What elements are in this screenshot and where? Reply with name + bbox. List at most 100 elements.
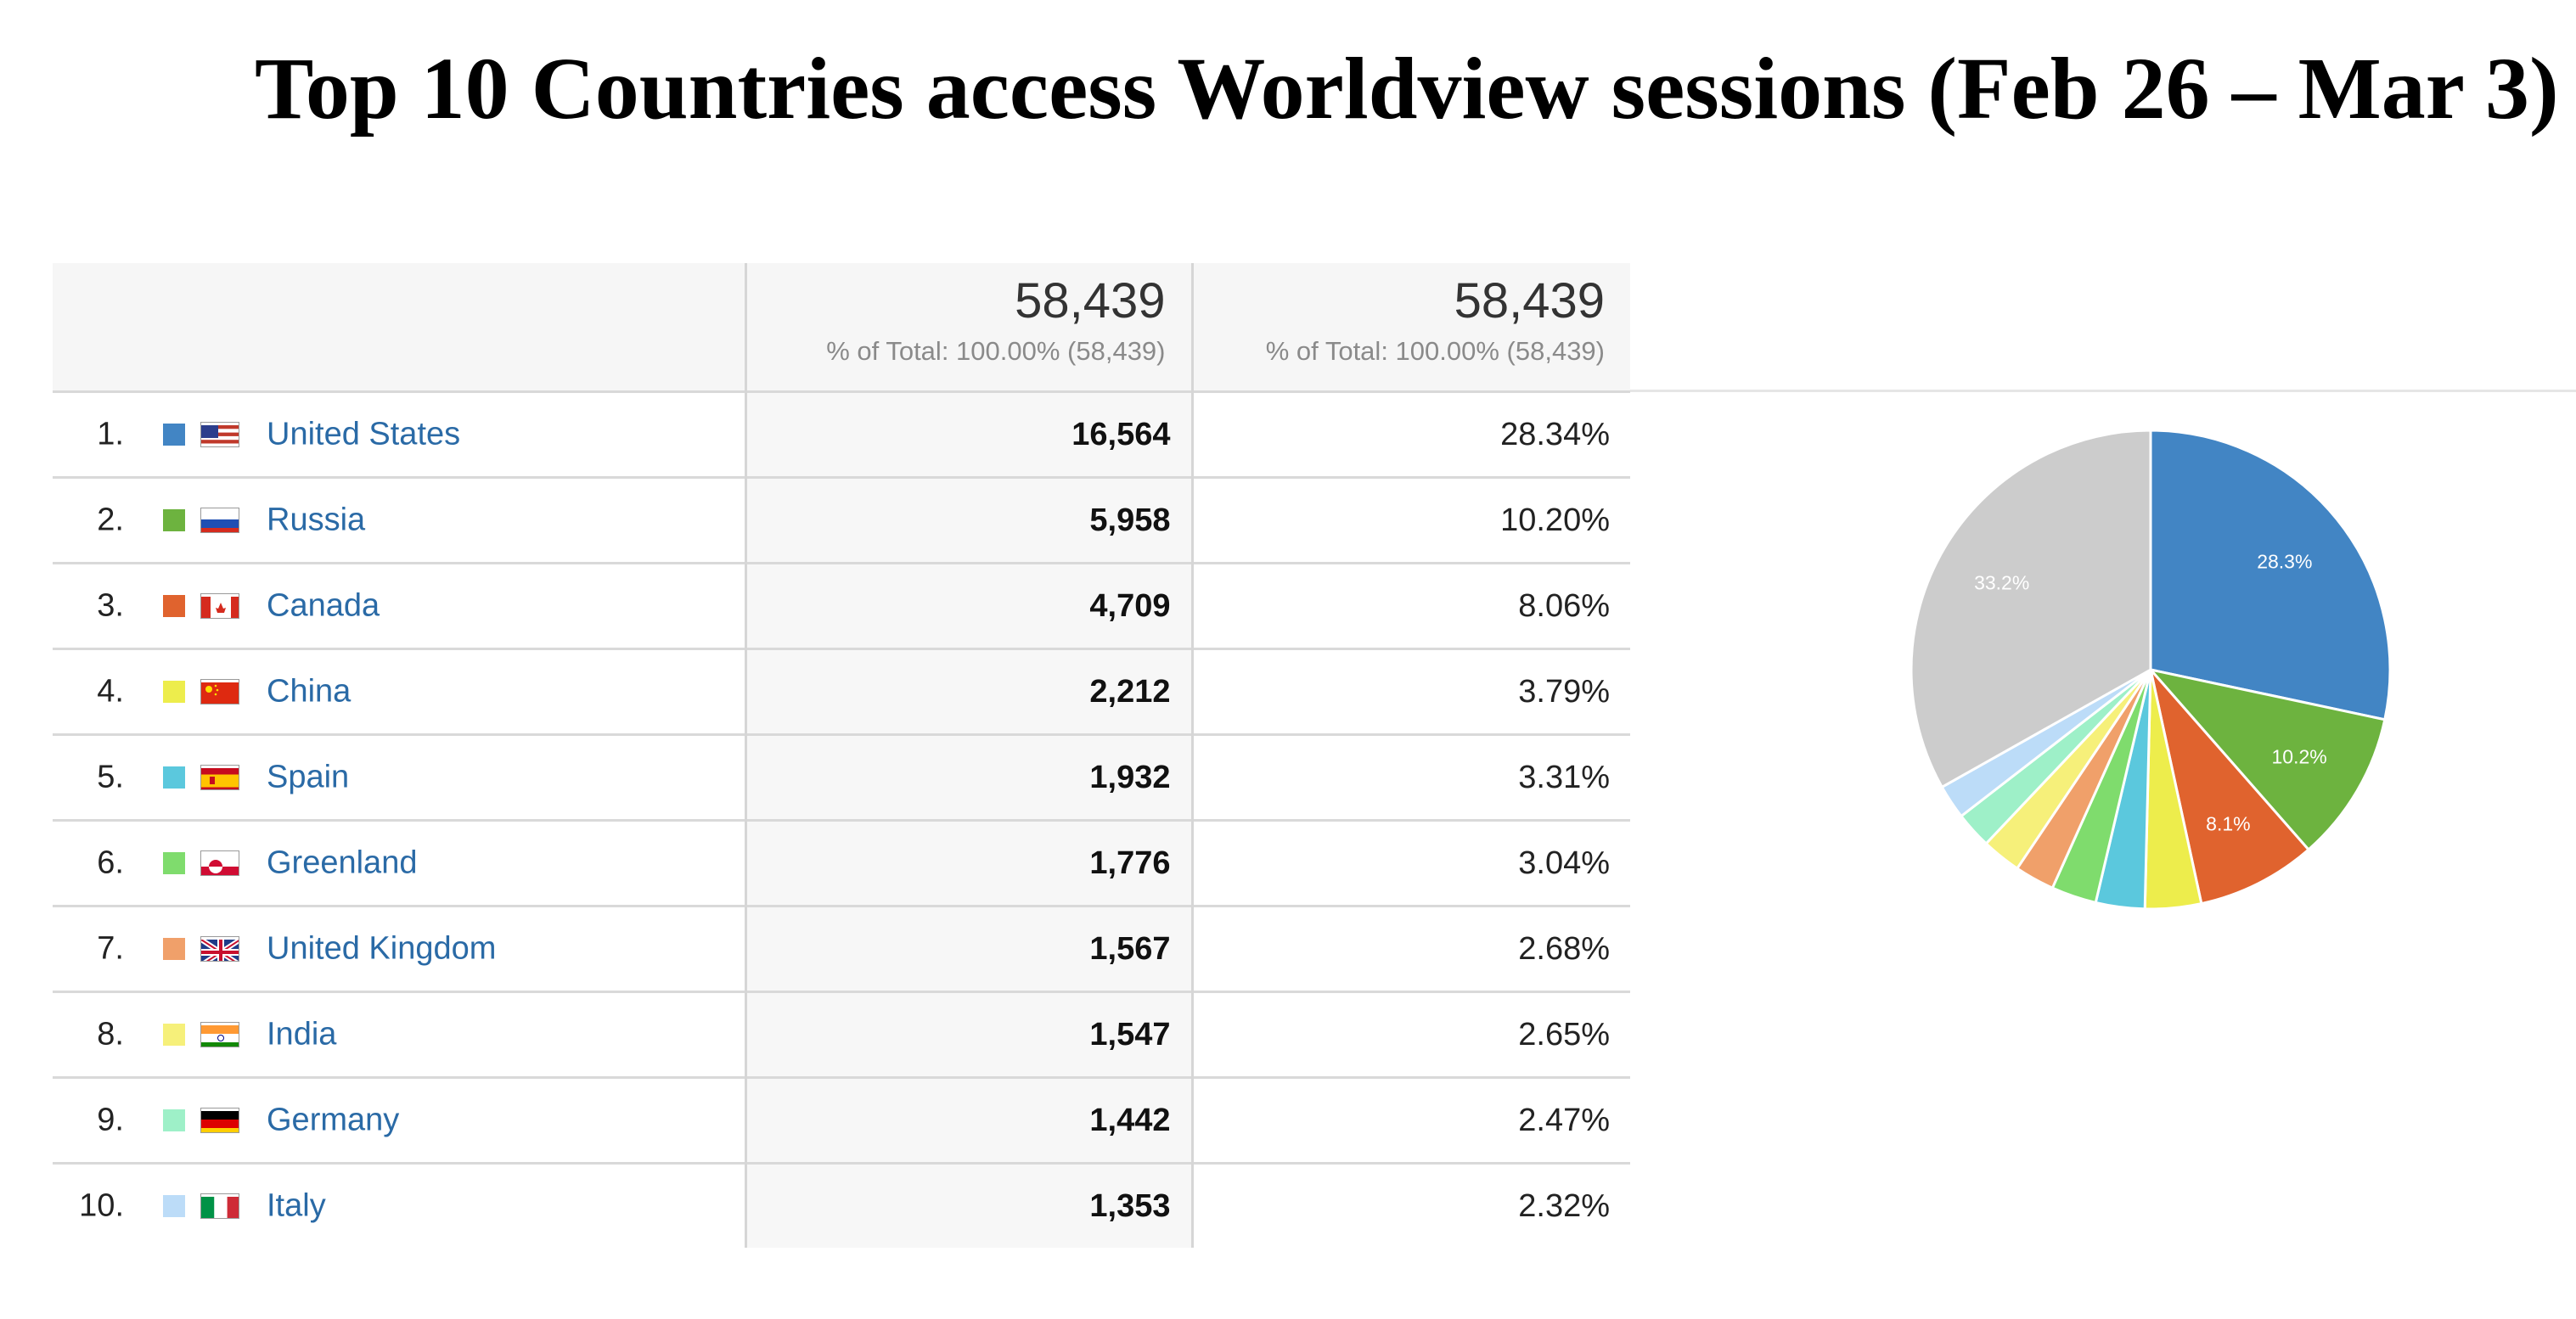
dimension-cell: 5. Spain [53, 733, 745, 821]
table-row: 3. Canada 4,709 8.06% [53, 562, 1630, 649]
table-row: 1. United States 16,564 28.34% [53, 390, 1630, 478]
percent-cell: 2.32% [1190, 1162, 1630, 1248]
dimension-cell: 10. Italy [53, 1162, 745, 1248]
country-link[interactable]: United States [267, 416, 461, 452]
sessions-cell: 4,709 [744, 562, 1192, 649]
sessions-cell: 1,353 [744, 1162, 1192, 1248]
sessions-cell: 1,932 [744, 733, 1192, 821]
country-link[interactable]: Canada [267, 587, 380, 624]
percent-cell: 3.04% [1190, 819, 1630, 906]
country-link[interactable]: United Kingdom [267, 930, 497, 967]
row-rank: 10. [79, 1187, 124, 1224]
country-link[interactable]: Italy [267, 1187, 326, 1224]
sessions-total: 58,439 [1015, 273, 1166, 328]
percent-cell: 3.31% [1190, 733, 1630, 821]
table-row: 6. Greenland 1,776 3.04% [53, 819, 1630, 906]
legend-swatch [163, 852, 185, 874]
sessions-cell: 5,958 [744, 476, 1192, 564]
header-divider-line [1630, 390, 2576, 392]
table-row: 10. Italy 1,353 2.32% [53, 1162, 1630, 1248]
greenland-flag-icon [200, 850, 239, 876]
dimension-cell: 6. Greenland [53, 819, 745, 906]
dimension-cell: 1. United States [53, 390, 745, 478]
percent-total-sub: % of Total: 100.00% (58,439) [1265, 335, 1605, 366]
pie-slice-canada [2148, 665, 2311, 906]
page-title: Top 10 Countries access Worldview sessio… [255, 40, 2559, 138]
table-header-row: 58,439 % of Total: 100.00% (58,439) 58,4… [53, 263, 1630, 392]
percent-header: 58,439 % of Total: 100.00% (58,439) [1190, 263, 1630, 392]
row-rank: 8. [97, 1016, 124, 1052]
legend-swatch [163, 938, 185, 960]
legend-swatch [163, 509, 185, 531]
legend-swatch [163, 1024, 185, 1046]
sessions-cell: 1,776 [744, 819, 1192, 906]
sessions-header: 58,439 % of Total: 100.00% (58,439) [744, 263, 1192, 392]
germany-flag-icon [200, 1108, 239, 1133]
legend-swatch [163, 1195, 185, 1217]
canada-flag-icon [200, 593, 239, 619]
table-row: 7. United Kingdom 1,567 2.68% [53, 905, 1630, 992]
pie-slice-russia [2146, 667, 2387, 852]
percent-cell: 10.20% [1190, 476, 1630, 564]
dimension-cell: 7. United Kingdom [53, 905, 745, 992]
pie-slice-label: 28.3% [2257, 550, 2312, 572]
dimension-cell: 2. Russia [53, 476, 745, 564]
percent-cell: 3.79% [1190, 648, 1630, 735]
pie-chart: 28.3% 10.2% 8.1% 33.2% [1910, 429, 2392, 911]
country-link[interactable]: Germany [267, 1102, 400, 1138]
percent-cell: 8.06% [1190, 562, 1630, 649]
pie-slice-label: 33.2% [1974, 572, 2029, 594]
legend-swatch [163, 766, 185, 789]
row-rank: 1. [97, 416, 124, 452]
country-link[interactable]: China [267, 673, 352, 710]
dimension-cell: 8. India [53, 991, 745, 1078]
percent-cell: 28.34% [1190, 390, 1630, 478]
country-link[interactable]: Russia [267, 502, 366, 538]
table-row: 9. Germany 1,442 2.47% [53, 1076, 1630, 1164]
country-link[interactable]: India [267, 1016, 337, 1052]
sessions-cell: 1,442 [744, 1076, 1192, 1164]
sessions-total-sub: % of Total: 100.00% (58,439) [826, 335, 1166, 366]
uk-flag-icon [200, 936, 239, 962]
pie-slice-united-states [2149, 429, 2392, 721]
table-row: 5. Spain 1,932 3.31% [53, 733, 1630, 821]
dimension-cell: 4. China [53, 648, 745, 735]
india-flag-icon [200, 1022, 239, 1047]
row-rank: 9. [97, 1102, 124, 1138]
legend-swatch [163, 1109, 185, 1131]
row-rank: 2. [97, 502, 124, 538]
sessions-cell: 2,212 [744, 648, 1192, 735]
dimension-header [53, 263, 745, 392]
row-rank: 4. [97, 673, 124, 710]
country-link[interactable]: Greenland [267, 845, 418, 881]
spain-flag-icon [200, 765, 239, 790]
percent-cell: 2.65% [1190, 991, 1630, 1078]
row-rank: 6. [97, 845, 124, 881]
row-rank: 7. [97, 930, 124, 967]
sessions-cell: 16,564 [744, 390, 1192, 478]
row-rank: 3. [97, 587, 124, 624]
dimension-cell: 9. Germany [53, 1076, 745, 1164]
sessions-cell: 1,567 [744, 905, 1192, 992]
table-row: 8. India 1,547 2.65% [53, 991, 1630, 1078]
table-row: 4. China 2,212 3.79% [53, 648, 1630, 735]
russia-flag-icon [200, 508, 239, 533]
pie-slice-other [1910, 429, 2152, 789]
sessions-cell: 1,547 [744, 991, 1192, 1078]
legend-swatch [163, 681, 185, 703]
report-table: 58,439 % of Total: 100.00% (58,439) 58,4… [53, 263, 1630, 1248]
dimension-cell: 3. Canada [53, 562, 745, 649]
legend-swatch [163, 424, 185, 446]
italy-flag-icon [200, 1193, 239, 1219]
china-flag-icon [200, 679, 239, 704]
country-link[interactable]: Spain [267, 759, 350, 795]
row-rank: 5. [97, 759, 124, 795]
pie-slice-label: 10.2% [2271, 746, 2326, 768]
percent-cell: 2.68% [1190, 905, 1630, 992]
legend-swatch [163, 595, 185, 617]
percent-cell: 2.47% [1190, 1076, 1630, 1164]
pie-slice-label: 8.1% [2206, 812, 2250, 834]
table-row: 2. Russia 5,958 10.20% [53, 476, 1630, 564]
percent-total: 58,439 [1454, 273, 1605, 328]
us-flag-icon [200, 422, 239, 447]
